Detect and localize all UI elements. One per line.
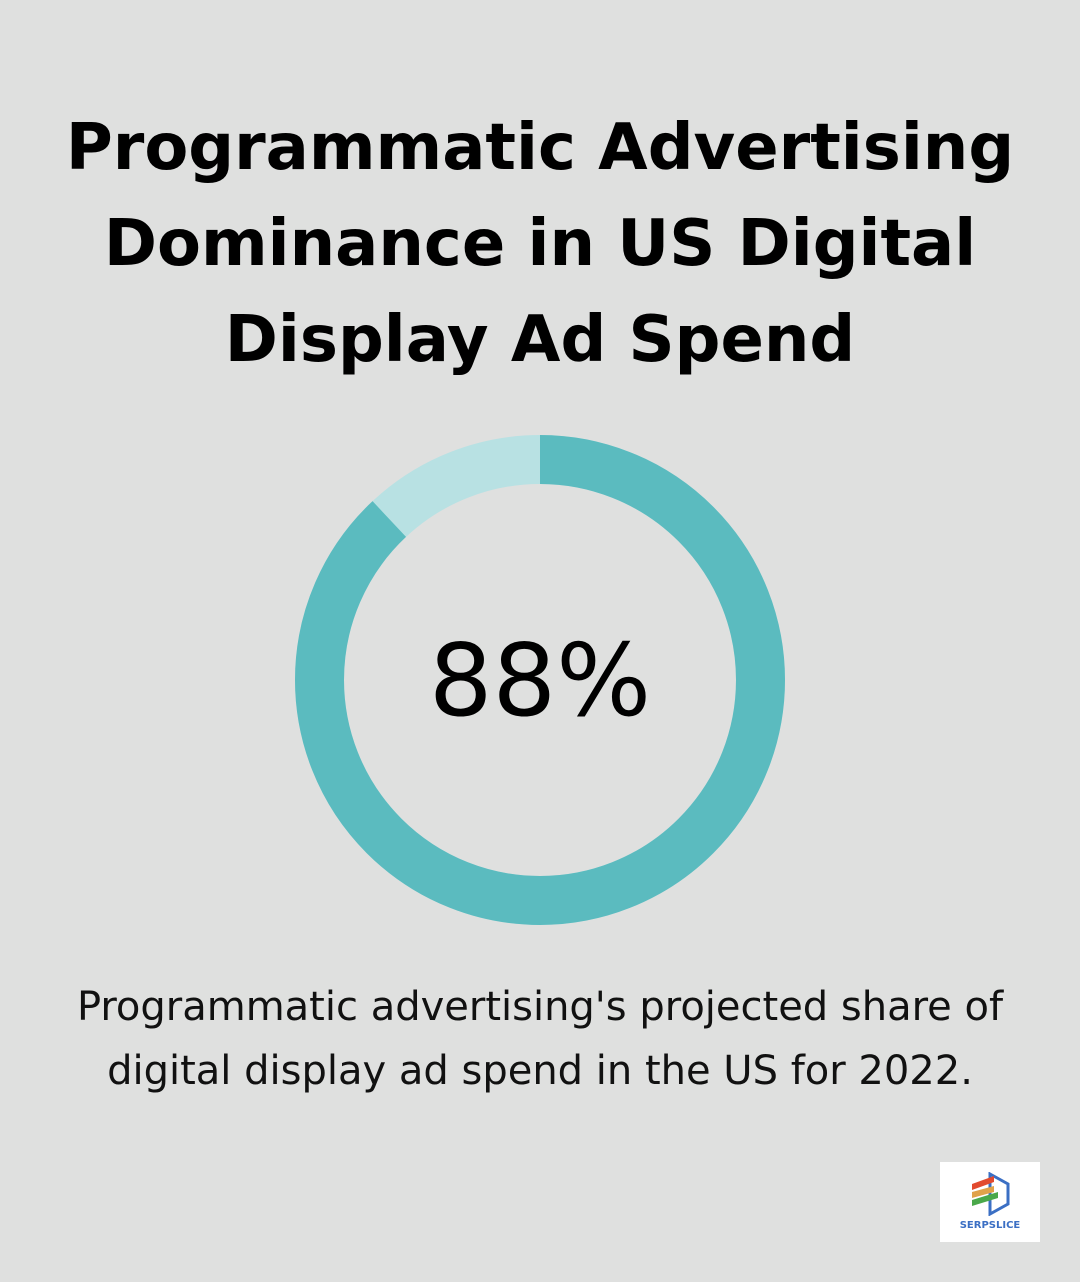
title-line-2: Dominance in US Digital — [103, 207, 977, 281]
title-line-3: Display Ad Spend — [224, 303, 856, 377]
serpslice-logo: SERPSLICE — [940, 1162, 1040, 1242]
serpslice-logo-icon — [972, 1172, 1010, 1216]
caption-line-2: digital display ad spend in the US for 2… — [107, 1048, 973, 1094]
percentage-value: 88% — [428, 621, 652, 739]
donut-value-segment — [295, 435, 785, 925]
page-title: Programmatic Advertising Dominance in US… — [0, 100, 1080, 388]
title-line-1: Programmatic Advertising — [65, 111, 1015, 185]
logo-text: SERPSLICE — [959, 1220, 1021, 1231]
caption: Programmatic advertising's projected sha… — [0, 975, 1080, 1103]
caption-line-1: Programmatic advertising's projected sha… — [76, 984, 1004, 1030]
donut-chart — [290, 430, 790, 930]
